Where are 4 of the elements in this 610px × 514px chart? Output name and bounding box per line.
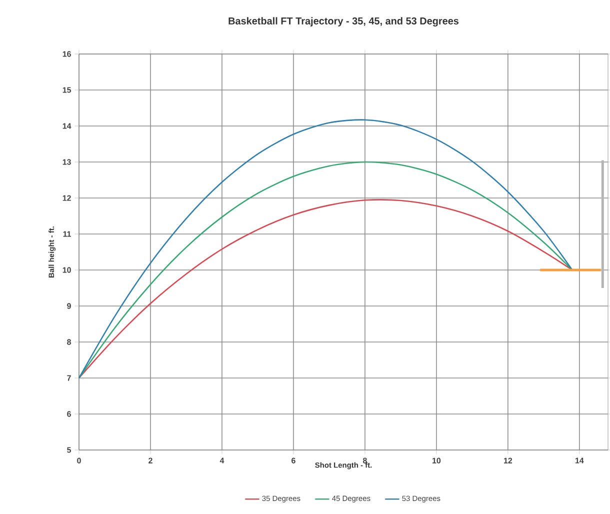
line-series <box>78 199 573 379</box>
chart-title: Basketball FT Trajectory - 35, 45, and 53 Degrees <box>228 17 459 26</box>
line-series <box>78 119 573 379</box>
line-series <box>78 161 573 379</box>
